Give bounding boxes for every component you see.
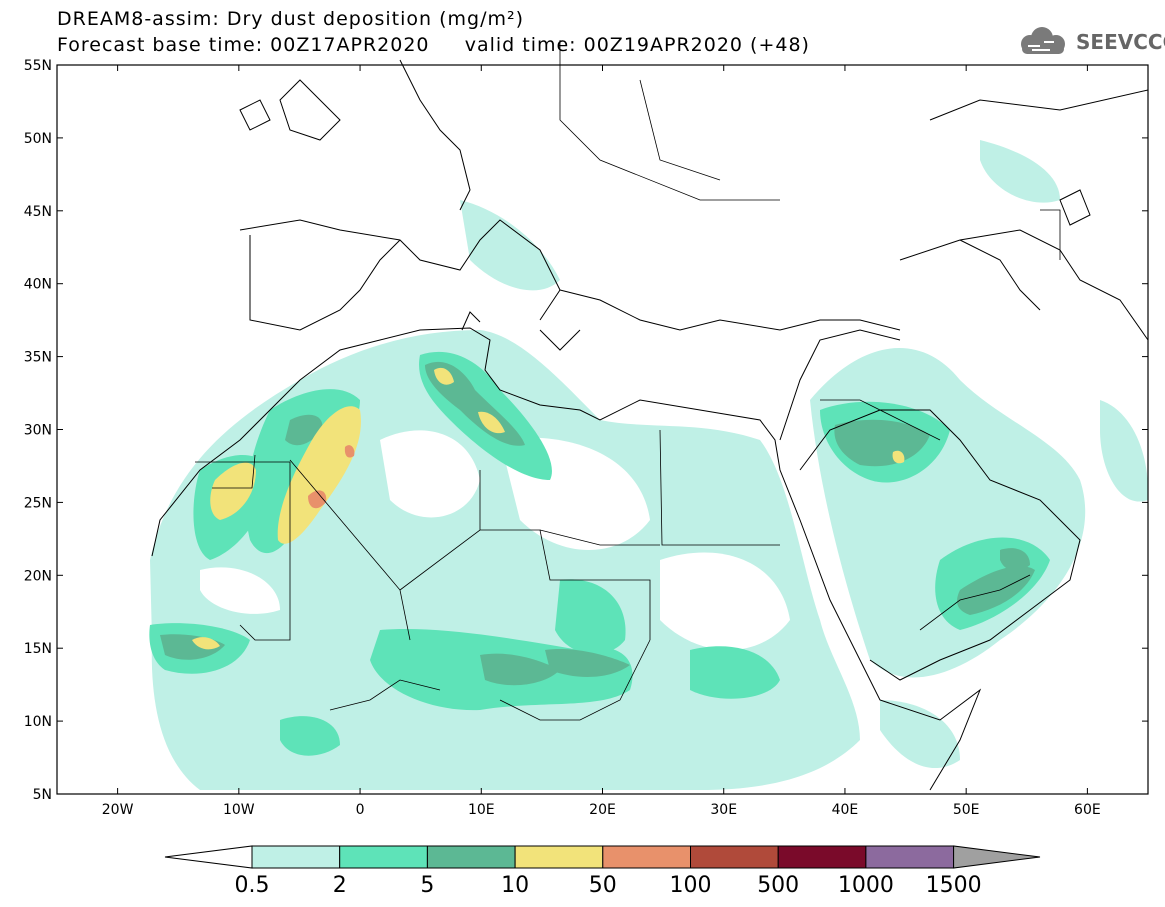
lon-label: 20E: [589, 802, 616, 818]
colorbar-segment: [426, 845, 516, 869]
lon-label: 10W: [223, 802, 255, 818]
colorbar-legend: 0.5 2 5 10 50 100 500 1000 1500: [164, 845, 1041, 898]
lon-label: 50E: [953, 802, 980, 818]
lon-label: 20W: [102, 802, 134, 818]
colorbar-segment: [251, 845, 341, 869]
lon-label: 10E: [468, 802, 495, 818]
logo-text: SEEVCCC: [1076, 30, 1165, 54]
lat-label: 20N: [24, 568, 52, 584]
colorbar-label: 100: [670, 873, 712, 898]
colorbar-under-triangle: [164, 845, 253, 869]
colorbar-segment: [514, 845, 604, 869]
dust-deposition-field: [149, 140, 1149, 790]
lon-label: 60E: [1074, 802, 1101, 818]
colorbar-segment: [339, 845, 428, 869]
lat-label: 25N: [24, 495, 52, 511]
lon-label: 30E: [710, 802, 737, 818]
colorbar-label: 10: [501, 873, 529, 898]
lat-label: 55N: [24, 58, 52, 74]
colorbar-label: 50: [589, 873, 617, 898]
lat-label: 5N: [33, 787, 52, 803]
lat-label: 35N: [24, 350, 52, 366]
lon-label: 0: [356, 802, 365, 818]
lat-label: 45N: [24, 204, 52, 220]
lon-label: 40E: [832, 802, 859, 818]
country-borders: [195, 40, 1061, 721]
cloud-logo-icon: [1021, 27, 1065, 54]
colorbar-label: 1000: [838, 873, 894, 898]
forecast-time-subtitle: Forecast base time: 00Z17APR2020 valid t…: [57, 34, 810, 56]
colorbar-segment: [865, 845, 955, 869]
colorbar-segment: [690, 845, 779, 869]
colorbar-segment: [777, 845, 867, 869]
map-title: DREAM8-assim: Dry dust deposition (mg/m²…: [57, 8, 525, 30]
colorbar-label: 0.5: [235, 873, 270, 898]
colorbar-label: 5: [420, 873, 434, 898]
colorbar-label: 500: [757, 873, 799, 898]
colorbar-label: 2: [333, 873, 347, 898]
lat-label: 50N: [24, 131, 52, 147]
lat-label: 15N: [24, 641, 52, 657]
colorbar-label: 1500: [926, 873, 982, 898]
lat-label: 30N: [24, 423, 52, 439]
colorbar-segment: [602, 845, 691, 869]
lat-label: 40N: [24, 277, 52, 293]
lat-label: 10N: [24, 714, 52, 730]
colorbar-over-triangle: [953, 845, 1041, 869]
coastline-outlines: [151, 59, 1149, 791]
